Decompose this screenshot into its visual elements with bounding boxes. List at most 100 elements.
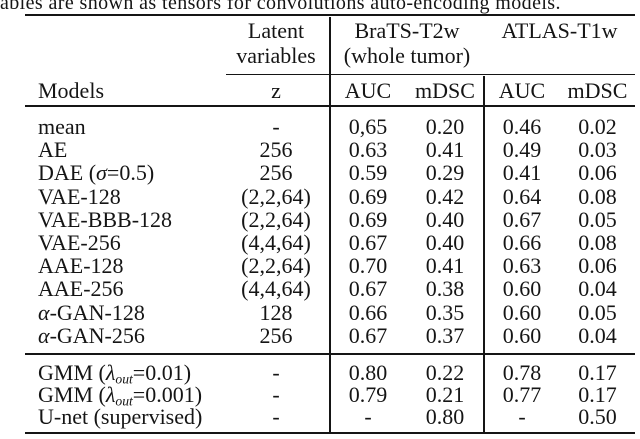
- mdsc-brats: 0.20: [425, 114, 465, 139]
- header-mdsc-atlas: mDSC: [567, 78, 628, 103]
- mdsc-atlas: 0.17: [578, 360, 617, 385]
- mdsc-atlas: 0.08: [578, 230, 617, 256]
- auc-brats: 0.80: [348, 360, 388, 385]
- auc-atlas: 0.49: [502, 137, 542, 163]
- table-row: AAE-128 (2,2,64) 0.70 0.41 0.63 0.06: [25, 254, 635, 277]
- model-name: DAE (σ=0.5): [38, 160, 155, 186]
- header-auc-atlas: AUC: [498, 78, 546, 103]
- mdsc-brats: 0.38: [425, 276, 465, 302]
- results-table: Latent variables BraTS-T2w (whole tumor)…: [25, 0, 635, 439]
- model-name: VAE-256: [38, 230, 121, 256]
- header-atlas-t1w: ATLAS-T1w: [501, 18, 618, 43]
- mdsc-brats: 0.35: [425, 299, 465, 325]
- auc-brats: 0.79: [348, 382, 388, 407]
- model-name: α-GAN-256: [38, 322, 145, 348]
- header-mdsc-brats: mDSC: [415, 78, 475, 103]
- auc-brats: 0.67: [348, 230, 388, 256]
- header-cmidrule: [226, 74, 635, 76]
- mdsc-atlas: 0.04: [578, 322, 617, 348]
- header-row-groups: Latent variables BraTS-T2w (whole tumor)…: [25, 18, 635, 68]
- table-row: U-net (supervised) - - 0.80 - 0.50: [25, 406, 635, 428]
- auc-brats: -: [364, 404, 372, 429]
- auc-brats: 0.70: [348, 253, 388, 279]
- table-caption-fragment: ables are shown as tensors for convoluti…: [0, 0, 561, 14]
- z-value: (4,4,64): [241, 230, 311, 256]
- mdsc-brats: 0.21: [425, 382, 465, 407]
- z-value: -: [272, 404, 280, 429]
- header-row-columns: Models z AUC mDSC AUC mDSC: [25, 76, 635, 105]
- header-brats-t2w: BraTS-T2w (whole tumor): [343, 18, 471, 68]
- auc-atlas: 0.46: [502, 114, 542, 139]
- mdsc-brats: 0.41: [425, 137, 465, 163]
- bottom-rule: [25, 432, 635, 435]
- table-row: GMM (λout=0.01) - 0.80 0.22 0.78 0.17: [25, 360, 635, 387]
- mdsc-atlas: 0.05: [578, 299, 617, 325]
- model-name: VAE-128: [38, 183, 121, 209]
- auc-atlas: 0.78: [502, 360, 542, 385]
- table-row: VAE-256 (4,4,64) 0.67 0.40 0.66 0.08: [25, 231, 635, 254]
- table-row: AAE-256 (4,4,64) 0.67 0.38 0.60 0.04: [25, 277, 635, 300]
- mdsc-brats: 0.80: [425, 404, 465, 429]
- auc-atlas: 0.41: [502, 160, 542, 186]
- mdsc-atlas: 0.02: [578, 114, 617, 139]
- model-name: mean: [38, 114, 86, 139]
- table-row: VAE-128 (2,2,64) 0.69 0.42 0.64 0.08: [25, 183, 635, 209]
- z-value: 256: [259, 160, 293, 186]
- table-row: mean - 0,65 0.20 0.46 0.02: [25, 115, 635, 138]
- mdsc-atlas: 0.08: [578, 183, 617, 209]
- header-models: Models: [38, 78, 104, 103]
- z-value: -: [272, 382, 280, 407]
- model-name: VAE-BBB-128: [38, 206, 173, 232]
- model-name: AAE-128: [38, 253, 124, 279]
- z-value: -: [272, 114, 280, 139]
- mdsc-atlas: 0.06: [578, 160, 617, 186]
- top-rule: [25, 14, 635, 17]
- header-z: z: [271, 78, 281, 103]
- mdsc-brats: 0.42: [425, 183, 465, 209]
- auc-atlas: 0.63: [502, 253, 542, 279]
- table-row: DAE (σ=0.5) 256 0.59 0.29 0.41 0.06: [25, 161, 635, 184]
- auc-brats: 0.67: [348, 276, 388, 302]
- mdsc-atlas: 0.50: [578, 404, 617, 429]
- z-value: 256: [259, 137, 293, 163]
- auc-brats: 0.69: [348, 183, 388, 209]
- auc-brats: 0.69: [348, 206, 388, 232]
- header-auc-brats: AUC: [344, 78, 392, 103]
- table-row: AE 256 0.63 0.41 0.49 0.03: [25, 138, 635, 161]
- mdsc-brats: 0.40: [425, 206, 465, 232]
- table-row: VAE-BBB-128 (2,2,64) 0.69 0.40 0.67 0.05: [25, 208, 635, 231]
- mdsc-atlas: 0.04: [578, 276, 617, 302]
- model-name: GMM (λout=0.01): [38, 360, 192, 387]
- z-value: (2,2,64): [241, 183, 311, 209]
- mdsc-brats: 0.41: [425, 253, 465, 279]
- auc-brats: 0.67: [348, 322, 388, 348]
- mdsc-atlas: 0.17: [578, 382, 617, 407]
- z-value: 128: [259, 299, 293, 325]
- mdsc-brats: 0.29: [425, 160, 465, 186]
- auc-atlas: 0.66: [502, 230, 542, 256]
- mdsc-atlas: 0.03: [578, 137, 617, 163]
- table-row: α-GAN-128 128 0.66 0.35 0.60 0.05: [25, 299, 635, 325]
- mdsc-brats: 0.37: [425, 322, 465, 348]
- z-value: -: [272, 360, 280, 385]
- table-row: α-GAN-256 256 0.67 0.37 0.60 0.04: [25, 324, 635, 347]
- mdsc-brats: 0.22: [425, 360, 465, 385]
- mdsc-atlas: 0.05: [578, 206, 617, 232]
- model-name: AAE-256: [38, 276, 124, 302]
- column-divider-left: [329, 17, 331, 432]
- column-divider-right: [483, 76, 485, 432]
- mdsc-atlas: 0.06: [578, 253, 617, 279]
- auc-atlas: 0.64: [502, 183, 542, 209]
- auc-atlas: 0.60: [502, 299, 542, 325]
- table-body-autoencoders: mean - 0,65 0.20 0.46 0.02 AE 256 0.63 0…: [25, 107, 635, 347]
- header-latent-variables: Latent variables: [236, 18, 316, 68]
- model-name: α-GAN-128: [38, 299, 145, 325]
- auc-brats: 0.63: [348, 137, 388, 163]
- model-name: AE: [38, 137, 68, 163]
- auc-atlas: 0.60: [502, 322, 542, 348]
- auc-atlas: 0.67: [502, 206, 542, 232]
- auc-brats: 0.66: [348, 299, 388, 325]
- table-body-baselines: GMM (λout=0.01) - 0.80 0.22 0.78 0.17 GM…: [25, 355, 635, 428]
- z-value: (2,2,64): [241, 206, 311, 232]
